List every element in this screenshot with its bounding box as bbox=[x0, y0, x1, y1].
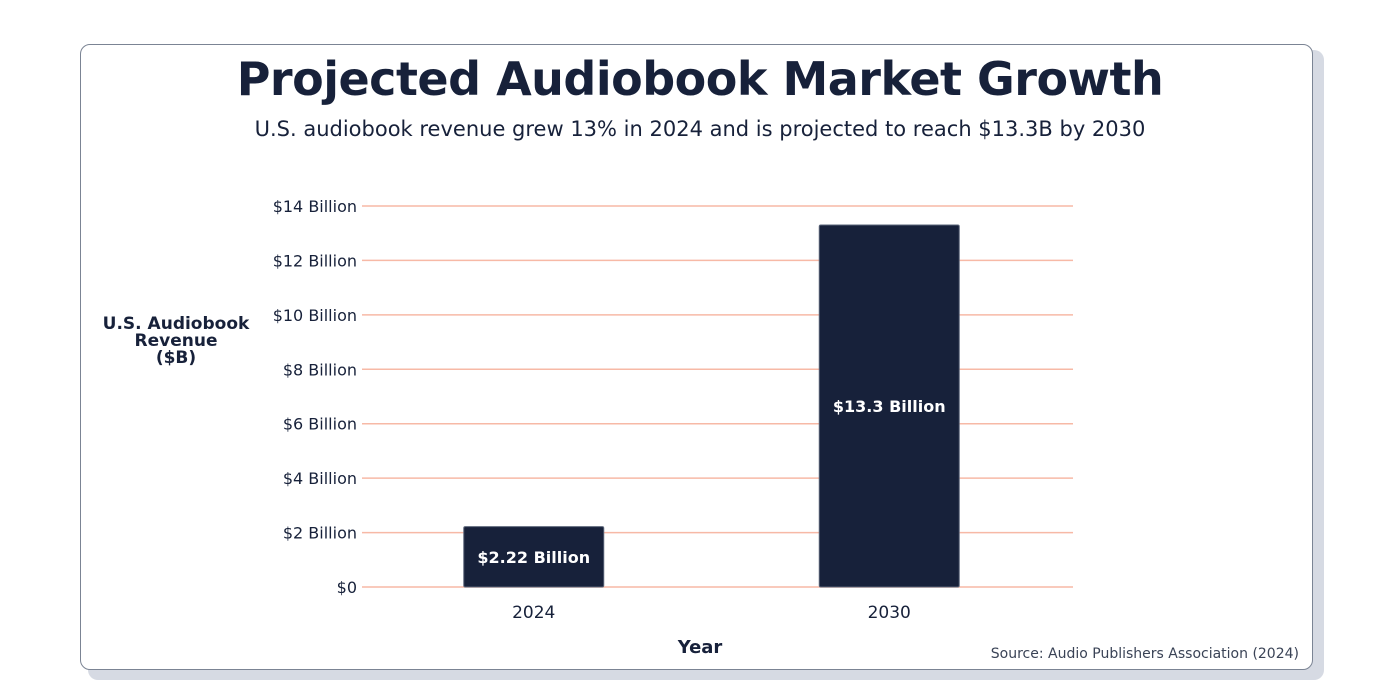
y-axis-label-line: ($B) bbox=[156, 348, 196, 368]
chart-title: Projected Audiobook Market Growth bbox=[236, 52, 1164, 106]
y-axis-label: U.S. Audiobook Revenue ($B) bbox=[103, 314, 250, 368]
x-axis-label: Year bbox=[677, 637, 723, 658]
x-tick-label: 2030 bbox=[868, 603, 911, 623]
y-tick-label: $0 bbox=[337, 578, 357, 597]
y-tick-label: $12 Billion bbox=[273, 251, 357, 270]
bar-2024 bbox=[463, 526, 605, 588]
y-tick-labels: $0 $2 Billion $4 Billion $6 Billion $8 Billi… bbox=[273, 197, 357, 597]
bars: $2.22 Billion $13.3 Billion bbox=[463, 224, 960, 588]
y-tick-label: $2 Billion bbox=[283, 524, 357, 543]
x-tick-label: 2024 bbox=[512, 603, 555, 623]
bar-data-label: $2.22 Billion bbox=[477, 548, 590, 567]
y-tick-label: $14 Billion bbox=[273, 197, 357, 216]
y-axis-label-line: Revenue bbox=[135, 331, 218, 351]
y-tick-label: $6 Billion bbox=[283, 415, 357, 434]
y-tick-label: $10 Billion bbox=[273, 306, 357, 325]
bar-data-label: $13.3 Billion bbox=[833, 397, 946, 416]
y-tick-label: $8 Billion bbox=[283, 360, 357, 379]
y-tick-label: $4 Billion bbox=[283, 469, 357, 488]
x-tick-labels: 2024 2030 bbox=[512, 603, 911, 623]
bar-2030 bbox=[818, 224, 960, 588]
y-axis-label-line: U.S. Audiobook bbox=[103, 314, 250, 334]
chart-card bbox=[80, 44, 1313, 670]
chart-subtitle: U.S. audiobook revenue grew 13% in 2024 … bbox=[254, 117, 1146, 141]
source-note: Source: Audio Publishers Association (20… bbox=[990, 646, 1299, 662]
